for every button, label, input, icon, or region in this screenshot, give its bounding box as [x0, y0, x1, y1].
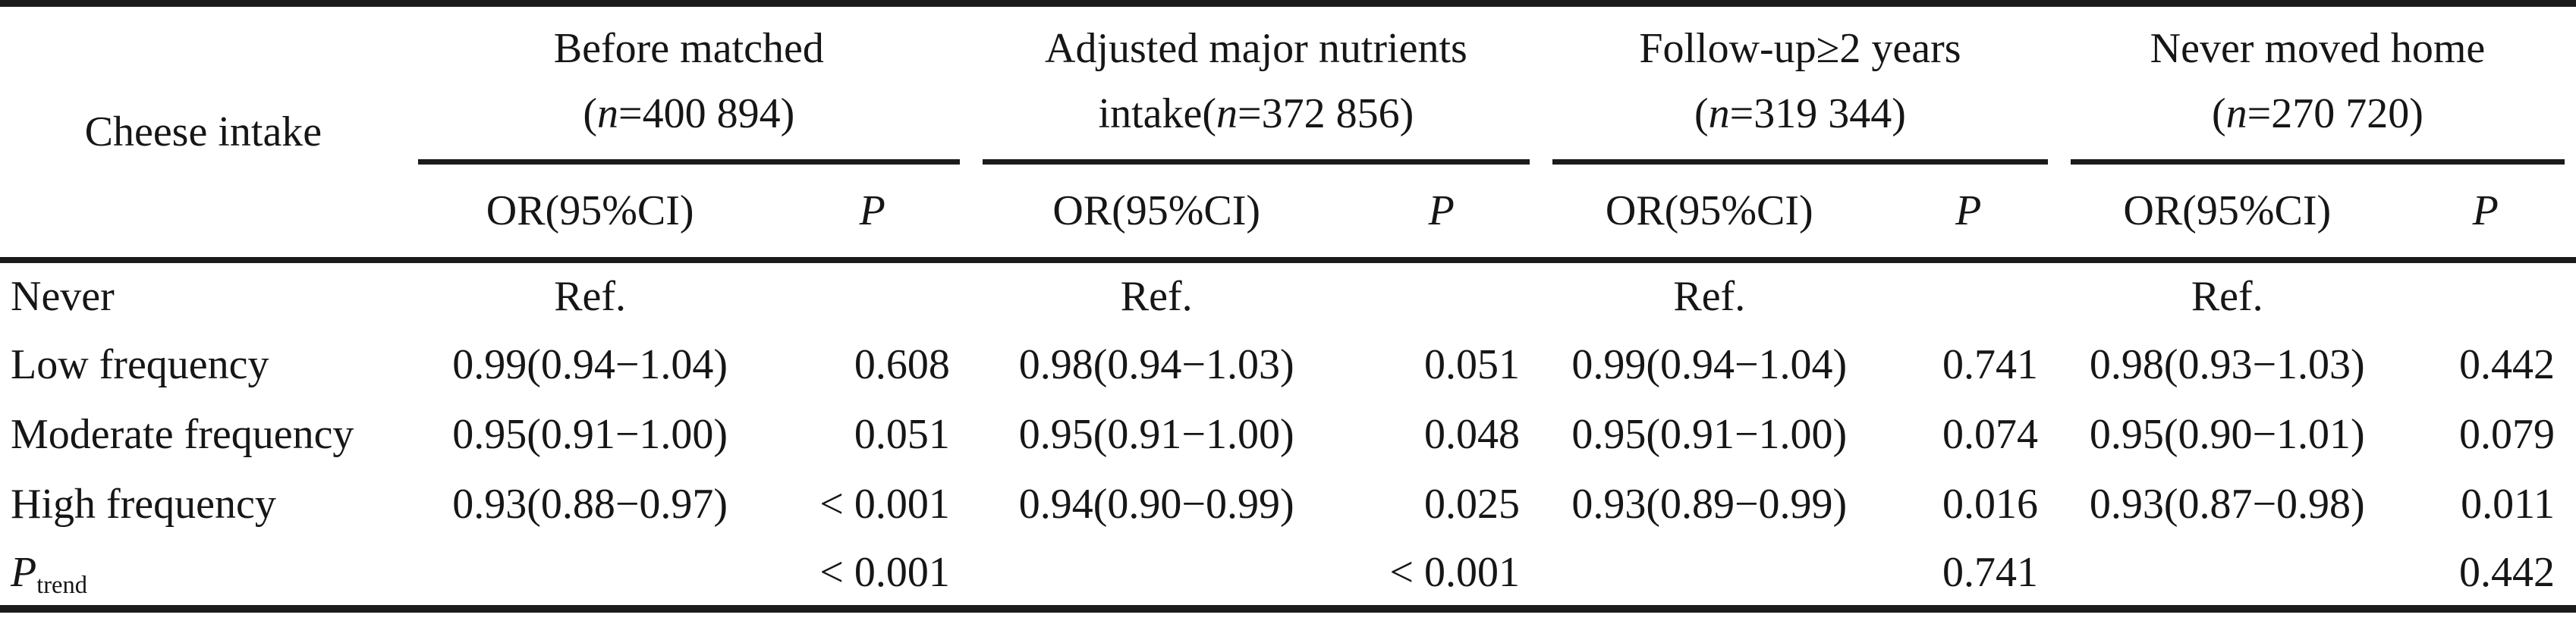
or-ci-cell: 0.95(0.91−1.00)	[1018, 411, 1294, 458]
or-ci-header: OR(95%CI)	[2059, 165, 2395, 263]
p-value-cell: 0.074	[1942, 411, 2038, 458]
table-row-p-trend: Ptrend < 0.001 < 0.001 0.741 0.442	[0, 539, 2576, 609]
p-value-header: P	[773, 165, 971, 263]
group-sample-size: (n=319 344)	[1694, 89, 1906, 137]
p-value-cell: 0.741	[1942, 341, 2038, 388]
p-value-cell	[773, 260, 970, 330]
p-value-cell: 0.608	[854, 341, 950, 388]
row-label: Moderate frequency	[11, 411, 354, 458]
group-sample-size: (n=400 894)	[583, 89, 795, 137]
or-ci-header: OR(95%CI)	[1540, 165, 1878, 263]
p-value-cell: 0.741	[1942, 548, 2038, 596]
p-value-cell	[1878, 260, 2059, 330]
p-value-header: P	[2395, 165, 2576, 263]
or-ci-cell: 0.93(0.87−0.98)	[2089, 481, 2365, 528]
group-header-never-moved-home: Never moved home (n=270 720)	[2059, 4, 2576, 165]
sub-header-row: OR(95%CI) P OR(95%CI) P OR(95%CI) P OR(9…	[0, 165, 2576, 263]
group-header-row: Cheese intake Before matched (n=400 894)…	[0, 3, 2576, 263]
or-ci-cell: 0.98(0.93−1.03)	[2089, 341, 2365, 388]
p-value-cell	[1342, 260, 1541, 330]
or-ci-cell: 0.95(0.91−1.00)	[1571, 411, 1848, 458]
group-header-adjusted-nutrients: Adjusted major nutrients intake(n=372 85…	[971, 4, 1541, 165]
or-ci-cell: 0.98(0.94−1.03)	[1018, 341, 1294, 388]
p-value-cell: 0.442	[2459, 341, 2555, 388]
p-value-cell: 0.011	[2461, 481, 2555, 528]
or-ci-cell: 0.94(0.90−0.99)	[1018, 481, 1294, 528]
p-value-cell: 0.025	[1423, 481, 1520, 528]
p-value-header: P	[1877, 165, 2059, 263]
row-label: Low frequency	[11, 341, 269, 388]
group-header-before-matched: Before matched (n=400 894)	[407, 4, 971, 165]
or-ci-cell: Ref.	[1673, 273, 1746, 320]
or-ci-cell	[1541, 539, 1878, 609]
p-value-cell: 0.079	[2459, 411, 2555, 458]
or-ci-cell	[407, 539, 774, 609]
table-row-moderate-frequency: Moderate frequency 0.95(0.91−1.00) 0.051…	[0, 400, 2576, 469]
or-ci-cell: 0.99(0.94−1.04)	[1571, 341, 1848, 388]
table-row-low-frequency: Low frequency 0.99(0.94−1.04) 0.608 0.98…	[0, 330, 2576, 400]
or-ci-cell: 0.93(0.88−0.97)	[452, 481, 728, 528]
p-value-cell: 0.051	[854, 411, 950, 458]
table-row-high-frequency: High frequency 0.93(0.88−0.97) < 0.001 0…	[0, 469, 2576, 539]
p-value-header: P	[1341, 165, 1541, 263]
row-label: High frequency	[11, 481, 276, 528]
p-value-cell: 0.016	[1942, 481, 2038, 528]
or-ci-cell	[971, 539, 1342, 609]
group-title: Never moved home	[2150, 24, 2486, 72]
or-ci-cell	[2059, 539, 2395, 609]
or-ci-cell: Ref.	[554, 273, 627, 320]
or-ci-cell: Ref.	[1120, 273, 1193, 320]
group-title: Adjusted major nutrients	[1045, 24, 1467, 72]
group-title: Follow-up≥2 years	[1639, 24, 1961, 72]
group-title: Before matched	[553, 24, 824, 72]
or-ci-cell: 0.99(0.94−1.04)	[452, 341, 728, 388]
p-value-cell: 0.442	[2459, 548, 2555, 596]
or-ci-cell: 0.93(0.89−0.99)	[1571, 481, 1848, 528]
row-label: Never	[11, 273, 115, 320]
or-ci-header: OR(95%CI)	[406, 165, 774, 263]
group-sample-size: (n=270 720)	[2212, 89, 2423, 137]
row-label-p-trend: Ptrend	[11, 548, 87, 599]
column-header-cheese-intake: Cheese intake	[0, 3, 407, 263]
p-value-cell: < 0.001	[1389, 548, 1520, 596]
p-value-cell: < 0.001	[819, 481, 950, 528]
p-value-cell: 0.051	[1423, 341, 1520, 388]
p-value-cell: 0.048	[1423, 411, 1520, 458]
p-value-cell	[2395, 260, 2576, 330]
p-value-cell: < 0.001	[819, 548, 950, 596]
group-sample-size: intake(n=372 856)	[1098, 89, 1414, 137]
or-ci-cell: 0.95(0.91−1.00)	[452, 411, 728, 458]
or-ci-cell: 0.95(0.90−1.01)	[2089, 411, 2365, 458]
group-header-followup-2years: Follow-up≥2 years (n=319 344)	[1541, 4, 2059, 165]
or-ci-cell: Ref.	[2191, 273, 2263, 320]
or-ci-header: OR(95%CI)	[970, 165, 1342, 263]
table-row-never: Never Ref. Ref. Ref. Ref.	[0, 260, 2576, 330]
